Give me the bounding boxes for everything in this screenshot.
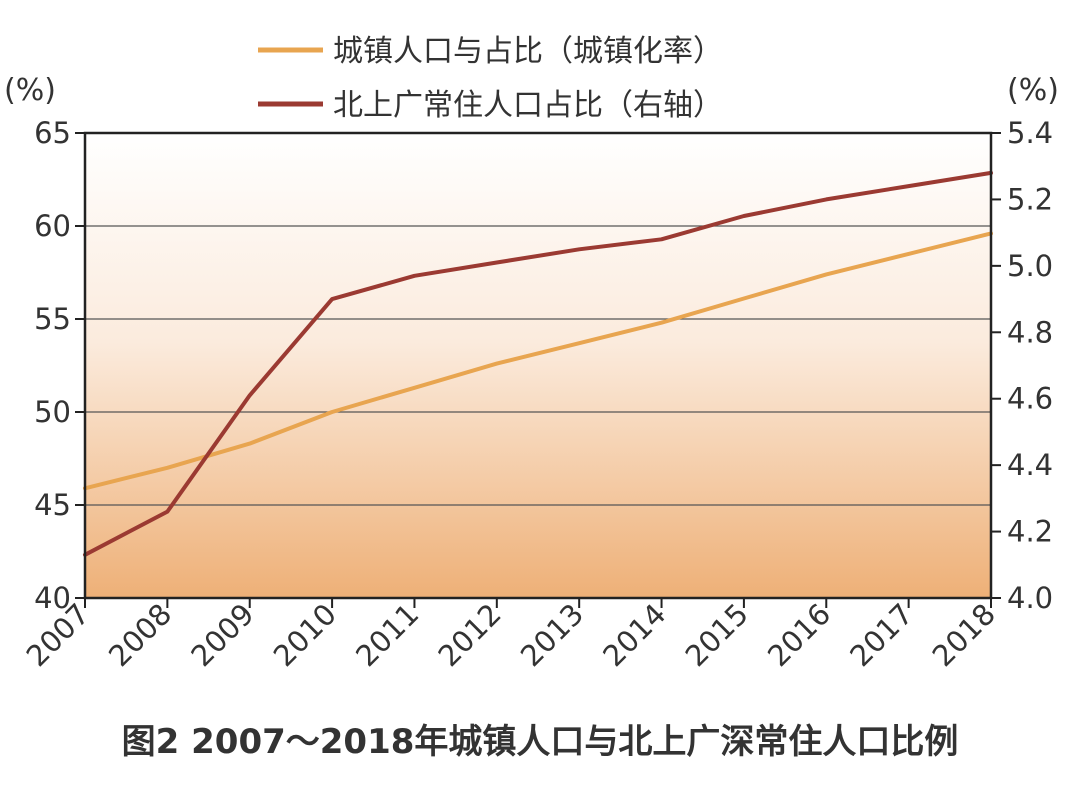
- right-tick-label: 4.8: [1007, 315, 1053, 349]
- x-tick-label: 2014: [596, 597, 672, 673]
- right-tick-label: 5.4: [1007, 116, 1053, 150]
- left-tick-label: 50: [34, 395, 71, 429]
- x-tick-label: 2008: [102, 597, 178, 673]
- right-tick-label: 5.0: [1007, 249, 1053, 283]
- legend-label-bsg-share: 北上广常住人口占比（右轴）: [333, 88, 723, 123]
- x-tick-label: 2011: [349, 597, 425, 673]
- right-tick-label: 4.4: [1007, 448, 1053, 482]
- left-tick-label: 55: [34, 302, 71, 336]
- left-tick-label: 60: [34, 209, 71, 243]
- left-tick-label: 65: [34, 116, 71, 150]
- x-tick-label: 2017: [843, 597, 919, 673]
- left-tick-label: 40: [34, 581, 71, 615]
- series-line-0: [83, 231, 993, 491]
- caption-text: 2007～2018年城镇人口与北上广深常住人口比例: [191, 722, 959, 762]
- x-tick-label: 2015: [679, 597, 755, 673]
- x-tick-label: 2018: [926, 597, 1002, 673]
- right-tick-label: 5.2: [1007, 182, 1053, 216]
- figure-caption: 图2 2007～2018年城镇人口与北上广深常住人口比例: [0, 714, 1080, 763]
- caption-label: 图2: [121, 722, 180, 762]
- legend-label-urbanization: 城镇人口与占比（城镇化率）: [333, 34, 723, 69]
- right-tick-label: 4.2: [1007, 515, 1053, 549]
- x-tick-label: 2010: [267, 597, 343, 673]
- plot-frame: [83, 131, 993, 600]
- right-tick-label: 4.6: [1007, 382, 1053, 416]
- x-tick-label: 2012: [432, 597, 508, 673]
- x-tick-label: 2009: [184, 597, 260, 673]
- right-axis-unit: (%): [1007, 73, 1059, 108]
- x-tick-label: 2013: [514, 597, 590, 673]
- series-line-1: [83, 170, 993, 557]
- plot-area-background: [85, 133, 991, 598]
- x-tick-label: 2016: [761, 597, 837, 673]
- right-tick-label: 4.0: [1007, 581, 1053, 615]
- chart: 4045505560654.04.24.44.64.85.05.25.42007…: [4, 34, 1059, 673]
- left-tick-label: 45: [34, 488, 71, 522]
- series-layer: [83, 170, 993, 557]
- left-axis-unit: (%): [4, 73, 56, 108]
- legend: 城镇人口与占比（城镇化率） 北上广常住人口占比（右轴）: [258, 34, 723, 123]
